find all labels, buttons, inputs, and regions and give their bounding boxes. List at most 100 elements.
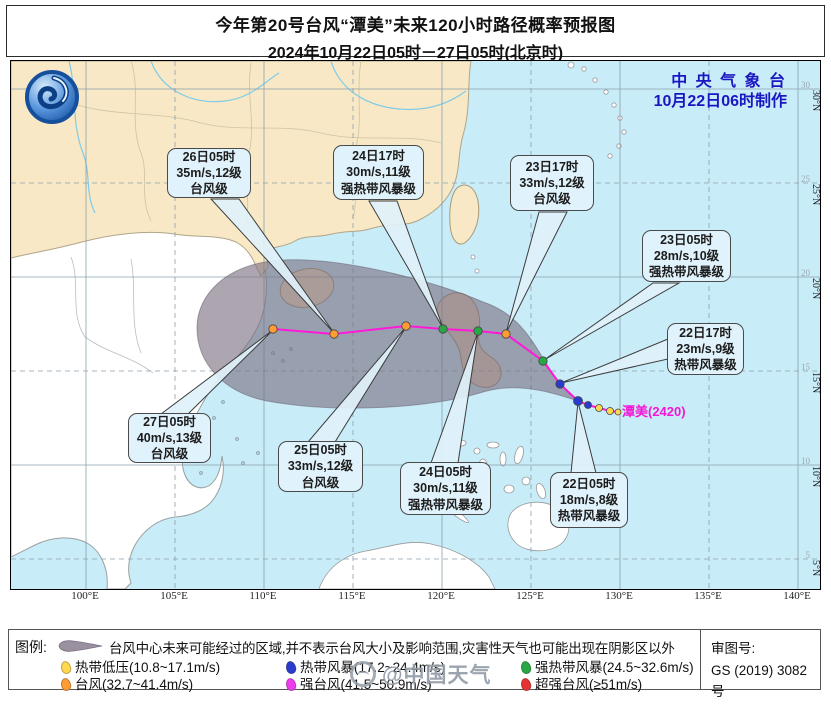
point-observed-3 bbox=[606, 407, 614, 415]
super-typhoon-icon bbox=[519, 676, 533, 693]
lat-tick-15n: 15°N bbox=[810, 372, 821, 394]
forecast-label-23d17h: 23日17时 33m/s,12级 台风级 bbox=[510, 155, 594, 211]
lon-tick-125e: 125°E bbox=[516, 590, 544, 602]
point-23d17h bbox=[501, 329, 511, 339]
page-title: 今年第20号台风“潭美”未来120小时路径概率预报图 bbox=[215, 16, 616, 35]
point-22d17h bbox=[555, 379, 565, 389]
approval-number: GS (2019) 3082号 bbox=[711, 662, 808, 700]
watermark-text: @中国天气 bbox=[382, 664, 492, 687]
legend-item-label: 强热带风暴(24.5~32.6m/s) bbox=[535, 660, 694, 675]
lat-tick-30n: 30°N bbox=[810, 90, 821, 112]
label-level: 台风级 bbox=[150, 447, 189, 462]
label-time: 22日17时 bbox=[679, 325, 732, 340]
legend-item-label: 超强台风(≥51m/s) bbox=[535, 677, 643, 692]
forecast-label-22d05h: 22日05时 18m/s,8级 热带风暴级 bbox=[550, 472, 628, 528]
point-26d05h bbox=[329, 329, 339, 339]
label-wind: 30m/s,11级 bbox=[413, 481, 478, 496]
lon-tick-140e: 140°E bbox=[783, 590, 811, 602]
page-subtitle: 2024年10月22日05时－27日05时(北京时) bbox=[267, 45, 564, 62]
weather-china-logo-icon bbox=[350, 661, 376, 687]
typhoon-name-label: 潭美(2420) bbox=[622, 404, 686, 419]
track-points bbox=[268, 321, 622, 416]
label-level: 台风级 bbox=[533, 192, 571, 207]
lat-inner-20: 20 bbox=[801, 268, 810, 278]
label-level: 热带风暴级 bbox=[674, 358, 737, 373]
lat-inner-30: 30 bbox=[801, 80, 810, 90]
label-wind: 40m/s,13级 bbox=[136, 430, 203, 445]
legend-item-label: 热带低压(10.8~17.1m/s) bbox=[75, 660, 221, 675]
lon-tick-110e: 110°E bbox=[249, 590, 277, 602]
cma-logo bbox=[24, 69, 80, 130]
forecast-label-27d05h: 27日05时 40m/s,13级 台风级 bbox=[128, 413, 211, 463]
label-level: 台风级 bbox=[190, 182, 228, 197]
point-23d05h bbox=[538, 356, 548, 366]
legend-cone-text: 台风中心未来可能经过的区域,并不表示台风大小及影响范围,灾害性天气也可能出现在阴… bbox=[109, 641, 675, 656]
legend-item-super-typhoon: 超强台风(≥51m/s) bbox=[519, 673, 643, 693]
point-observed-2 bbox=[595, 404, 603, 412]
label-level: 热带风暴级 bbox=[557, 509, 621, 524]
severe-typhoon-icon bbox=[284, 676, 298, 693]
legend-item-label: 台风(32.7~41.4m/s) bbox=[75, 677, 194, 692]
lon-tick-135e: 135°E bbox=[694, 590, 722, 602]
label-time: 24日17时 bbox=[352, 149, 405, 164]
label-wind: 23m/s,9级 bbox=[676, 341, 735, 356]
lat-inner-15: 15 bbox=[801, 362, 810, 372]
label-wind: 28m/s,10级 bbox=[653, 248, 720, 263]
agency-stamp: 中 央 气 象 台 10月22日06时制作 bbox=[654, 72, 787, 112]
legend-item-typhoon: 台风(32.7~41.4m/s) bbox=[59, 673, 194, 693]
label-wind: 33m/s,12级 bbox=[287, 459, 354, 474]
label-level: 台风级 bbox=[301, 475, 340, 490]
legend-item-severe-tropical-storm: 强热带风暴(24.5~32.6m/s) bbox=[519, 656, 694, 676]
island-borneo bbox=[318, 542, 496, 589]
cone-icon bbox=[57, 638, 103, 657]
label-time: 23日17时 bbox=[525, 159, 579, 174]
lat-tick-10n: 10°N bbox=[810, 466, 821, 488]
point-current bbox=[573, 396, 583, 406]
lat-inner-10: 10 bbox=[801, 456, 810, 466]
lon-tick-105e: 105°E bbox=[160, 590, 188, 602]
lat-tick-25n: 25°N bbox=[810, 184, 821, 206]
point-24d05h bbox=[473, 326, 483, 336]
title-box: 今年第20号台风“潭美”未来120小时路径概率预报图 2024年10月22日05… bbox=[6, 5, 825, 62]
label-wind: 33m/s,12级 bbox=[519, 175, 585, 190]
lon-tick-130e: 130°E bbox=[605, 590, 633, 602]
forecast-label-25d05h: 25日05时 33m/s,12级 台风级 bbox=[278, 441, 363, 492]
agency-issue-time: 10月22日06时制作 bbox=[653, 93, 787, 110]
point-observed-4 bbox=[614, 408, 622, 416]
label-time: 24日05时 bbox=[419, 465, 472, 480]
agency-name: 中 央 气 象 台 bbox=[671, 73, 787, 90]
label-time: 22日05时 bbox=[562, 476, 616, 491]
label-wind: 18m/s,8级 bbox=[559, 492, 619, 507]
typhoon-icon bbox=[59, 676, 73, 693]
label-level: 强热带风暴级 bbox=[407, 497, 483, 512]
approval-number-block: 审图号: GS (2019) 3082号 bbox=[711, 638, 820, 703]
forecast-label-24d17h: 24日17时 30m/s,11级 强热带风暴级 bbox=[333, 145, 424, 200]
point-24d17h bbox=[438, 324, 448, 334]
point-27d05h bbox=[268, 324, 278, 334]
label-level: 强热带风暴级 bbox=[340, 181, 416, 196]
label-time: 25日05时 bbox=[294, 443, 347, 458]
country-borders bbox=[70, 256, 154, 374]
label-time: 26日05时 bbox=[182, 149, 236, 164]
point-observed-1 bbox=[584, 401, 592, 409]
legend-divider bbox=[700, 630, 701, 689]
lon-tick-120e: 120°E bbox=[427, 590, 455, 602]
label-wind: 35m/s,12级 bbox=[176, 165, 242, 180]
forecast-label-22d17h: 22日17时 23m/s,9级 热带风暴级 bbox=[667, 323, 744, 375]
lat-inner-5: 5 bbox=[805, 550, 811, 560]
label-wind: 30m/s,11级 bbox=[346, 165, 411, 180]
label-time: 23日05时 bbox=[660, 232, 713, 247]
probability-cone bbox=[196, 259, 579, 409]
legend-item-tropical-depression: 热带低压(10.8~17.1m/s) bbox=[59, 656, 221, 676]
lon-tick-115e: 115°E bbox=[338, 590, 366, 602]
lat-tick-20n: 20°N bbox=[810, 278, 821, 300]
forecast-label-23d05h: 23日05时 28m/s,10级 强热带风暴级 bbox=[642, 230, 731, 282]
point-25d05h bbox=[401, 321, 411, 331]
island-taiwan bbox=[449, 184, 480, 245]
forecast-label-24d05h: 24日05时 30m/s,11级 强热带风暴级 bbox=[400, 462, 491, 515]
lat-tick-5n: 5°N bbox=[810, 560, 821, 577]
watermark: @中国天气 bbox=[350, 659, 491, 689]
label-time: 27日05时 bbox=[143, 414, 196, 429]
lat-inner-25: 25 bbox=[801, 174, 810, 184]
